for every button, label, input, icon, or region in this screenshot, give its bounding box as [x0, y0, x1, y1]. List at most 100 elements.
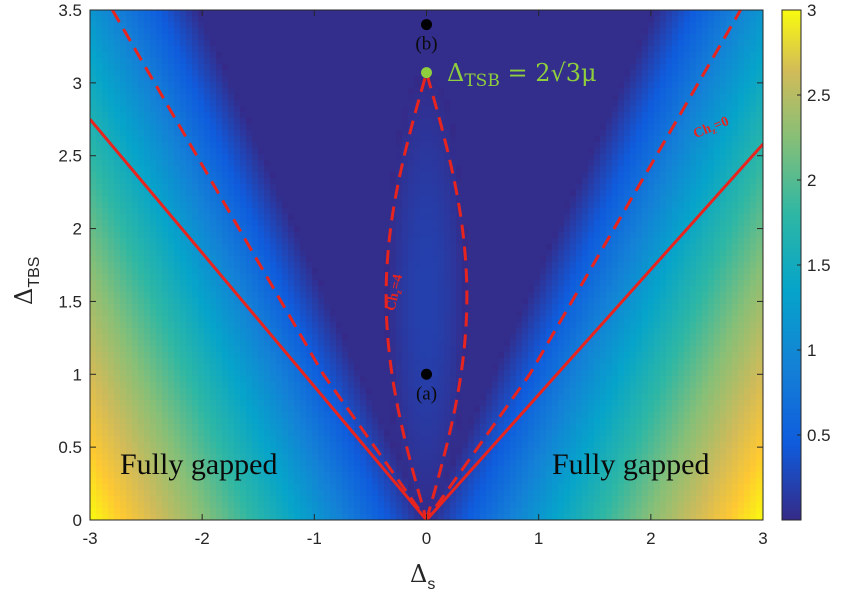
heatmap-cell — [702, 208, 709, 215]
heatmap-cell — [576, 232, 583, 239]
heatmap-cell — [450, 58, 457, 65]
heatmap-cell — [258, 58, 265, 65]
heatmap-cell — [276, 178, 283, 185]
heatmap-cell — [468, 28, 475, 35]
heatmap-cell — [606, 40, 613, 47]
heatmap-cell — [240, 130, 247, 137]
heatmap-cell — [222, 190, 229, 197]
heatmap-cell — [360, 232, 367, 239]
heatmap-cell — [216, 238, 223, 245]
heatmap-cell — [534, 232, 541, 239]
heatmap-cell — [384, 178, 391, 185]
heatmap-cell — [420, 214, 427, 221]
heatmap-cell — [528, 148, 535, 155]
heatmap-cell — [312, 268, 319, 275]
heatmap-cell — [276, 58, 283, 65]
heatmap-cell — [150, 136, 157, 143]
heatmap-cell — [198, 52, 205, 59]
heatmap-cell — [684, 196, 691, 203]
heatmap-cell — [108, 166, 115, 173]
heatmap-cell — [552, 166, 559, 173]
heatmap-cell — [534, 214, 541, 221]
heatmap-cell — [642, 106, 649, 113]
heatmap-cell — [330, 220, 337, 227]
heatmap-cell — [276, 40, 283, 47]
heatmap-cell — [366, 10, 373, 17]
heatmap-cell — [384, 142, 391, 149]
heatmap-cell — [450, 220, 457, 227]
heatmap-cell — [402, 28, 409, 35]
heatmap-cell — [234, 190, 241, 197]
heatmap-cell — [324, 94, 331, 101]
heatmap-cell — [204, 268, 211, 275]
heatmap-cell — [486, 88, 493, 95]
heatmap-cell — [726, 184, 733, 191]
heatmap-cell — [150, 268, 157, 275]
heatmap-cell — [612, 214, 619, 221]
heatmap-cell — [666, 106, 673, 113]
heatmap-cell — [570, 226, 577, 233]
heatmap-cell — [702, 142, 709, 149]
heatmap-cell — [144, 10, 151, 17]
heatmap-cell — [504, 52, 511, 59]
heatmap-cell — [714, 142, 721, 149]
heatmap-cell — [570, 142, 577, 149]
heatmap-cell — [162, 202, 169, 209]
heatmap-cell — [174, 118, 181, 125]
heatmap-cell — [738, 76, 745, 83]
heatmap-cell — [246, 154, 253, 161]
heatmap-cell — [648, 28, 655, 35]
heatmap-cell — [516, 220, 523, 227]
heatmap-cell — [708, 214, 715, 221]
heatmap-cell — [444, 58, 451, 65]
heatmap-cell — [624, 208, 631, 215]
heatmap-cell — [474, 214, 481, 221]
heatmap-cell — [144, 100, 151, 107]
heatmap-cell — [348, 226, 355, 233]
heatmap-cell — [522, 250, 529, 257]
heatmap-cell — [540, 136, 547, 143]
heatmap-cell — [108, 46, 115, 53]
heatmap-cell — [96, 88, 103, 95]
heatmap-cell — [744, 226, 751, 233]
heatmap-cell — [444, 16, 451, 23]
heatmap-cell — [702, 76, 709, 83]
heatmap-cell — [234, 16, 241, 23]
heatmap-cell — [234, 208, 241, 215]
heatmap-cell — [222, 118, 229, 125]
heatmap-cell — [426, 262, 433, 269]
heatmap-cell — [246, 190, 253, 197]
heatmap-cell — [120, 166, 127, 173]
heatmap-cell — [600, 124, 607, 131]
heatmap-cell — [648, 184, 655, 191]
heatmap-cell — [474, 232, 481, 239]
heatmap-cell — [594, 178, 601, 185]
heatmap-cell — [540, 196, 547, 203]
heatmap-cell — [492, 124, 499, 131]
heatmap-cell — [390, 52, 397, 59]
heatmap-cell — [438, 184, 445, 191]
heatmap-cell — [582, 202, 589, 209]
heatmap-cell — [336, 40, 343, 47]
heatmap-cell — [630, 262, 637, 269]
heatmap-cell — [546, 10, 553, 17]
heatmap-cell — [384, 94, 391, 101]
heatmap-cell — [216, 196, 223, 203]
heatmap-cell — [180, 160, 187, 167]
heatmap-cell — [210, 58, 217, 65]
heatmap-cell — [444, 184, 451, 191]
heatmap-cell — [114, 130, 121, 137]
heatmap-cell — [174, 94, 181, 101]
heatmap-cell — [348, 100, 355, 107]
heatmap-cell — [126, 70, 133, 77]
heatmap-cell — [750, 196, 757, 203]
heatmap-cell — [732, 166, 739, 173]
heatmap-cell — [138, 106, 145, 113]
heatmap-cell — [360, 214, 367, 221]
heatmap-cell — [666, 46, 673, 53]
heatmap-cell — [582, 40, 589, 47]
heatmap-cell — [294, 208, 301, 215]
heatmap-cell — [492, 28, 499, 35]
heatmap-cell — [606, 52, 613, 59]
heatmap-cell — [168, 184, 175, 191]
